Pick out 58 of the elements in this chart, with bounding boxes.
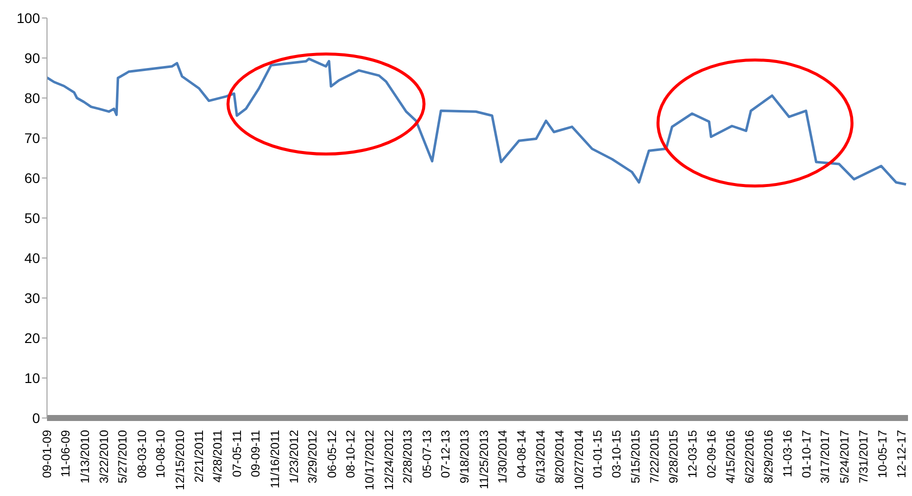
x-tick-label: 1/23/2012 bbox=[286, 430, 301, 484]
x-tick-label: 4/28/2011 bbox=[210, 430, 225, 482]
x-tick-label: 07-05-11 bbox=[230, 430, 244, 478]
x-tick-label: 10-08-10 bbox=[154, 430, 168, 478]
x-tick-label: 7/31/2017 bbox=[856, 430, 871, 484]
y-tick-label: 80 bbox=[24, 90, 40, 106]
x-tick-label: 2/28/2013 bbox=[400, 430, 415, 484]
y-tick-label: 90 bbox=[24, 50, 40, 66]
x-tick-label: 8/29/2016 bbox=[762, 430, 776, 484]
x-tick-label: 11/25/2013 bbox=[476, 430, 491, 490]
x-tick-label: 5/27/2010 bbox=[116, 430, 130, 484]
x-tick-label: 1/30/2014 bbox=[496, 430, 510, 484]
x-tick-label: 10/17/2012 bbox=[362, 430, 377, 490]
x-tick-label: 05-07-13 bbox=[420, 430, 434, 478]
x-tick-label: 07-12-13 bbox=[438, 430, 452, 478]
x-tick-label: 1/13/2010 bbox=[78, 430, 92, 484]
x-tick-label: 11-06-09 bbox=[58, 430, 73, 478]
x-tick-label: 3/22/2010 bbox=[97, 430, 112, 484]
x-tick-label: 10/27/2014 bbox=[572, 430, 586, 490]
x-tick-label: 9/18/2013 bbox=[458, 430, 472, 484]
y-tick-label: 70 bbox=[24, 130, 40, 146]
x-tick-label: 10-05-17 bbox=[875, 430, 890, 478]
x-tick-label: 3/29/2012 bbox=[306, 430, 320, 484]
y-tick-label: 40 bbox=[24, 250, 40, 266]
y-tick-label: 30 bbox=[24, 290, 40, 306]
x-tick-label: 3/17/2017 bbox=[818, 430, 832, 484]
x-tick-label: 02-09-16 bbox=[704, 430, 719, 478]
x-tick-label: 08-10-12 bbox=[343, 430, 358, 478]
x-tick-label: 08-03-10 bbox=[134, 430, 149, 478]
x-tick-label: 7/22/2015 bbox=[648, 430, 662, 484]
x-tick-label: 6/13/2014 bbox=[533, 430, 548, 484]
x-tick-label: 2/21/2011 bbox=[192, 430, 206, 482]
y-tick-label: 50 bbox=[24, 210, 40, 226]
x-tick-label: 06-05-12 bbox=[324, 430, 339, 478]
line-series bbox=[47, 58, 908, 186]
y-tick-label: 100 bbox=[16, 10, 40, 26]
x-tick-label: 03-10-15 bbox=[610, 430, 624, 478]
x-tick-label: 04-08-14 bbox=[514, 430, 529, 478]
y-tick-label: 10 bbox=[24, 370, 40, 386]
y-tick-label: 0 bbox=[32, 410, 40, 426]
x-tick-label: 12/15/2010 bbox=[172, 430, 187, 490]
x-tick-label: 01-10-17 bbox=[800, 430, 814, 478]
x-tick-label: 11/16/2011 bbox=[268, 430, 282, 488]
x-tick-label: 9/28/2015 bbox=[666, 430, 681, 484]
x-tick-label: 01-01-15 bbox=[590, 430, 604, 478]
x-tick-label: 09-01-09 bbox=[40, 430, 54, 478]
x-tick-label: 8/20/2014 bbox=[552, 430, 567, 484]
x-tick-label: 5/15/2015 bbox=[628, 430, 642, 484]
x-tick-label: 12-12-17 bbox=[894, 430, 908, 478]
x-tick-label: 11-03-16 bbox=[780, 430, 794, 478]
x-tick-label: 12-03-15 bbox=[685, 430, 700, 478]
x-tick-label: 5/24/2017 bbox=[837, 430, 852, 484]
x-tick-label: 6/22/2016 bbox=[742, 430, 756, 484]
y-tick-label: 60 bbox=[24, 170, 40, 186]
y-tick-label: 20 bbox=[24, 330, 40, 346]
x-tick-label: 09-09-11 bbox=[248, 430, 263, 478]
x-tick-label: 4/15/2016 bbox=[723, 430, 738, 484]
x-tick-label: 12/24/2012 bbox=[382, 430, 396, 490]
